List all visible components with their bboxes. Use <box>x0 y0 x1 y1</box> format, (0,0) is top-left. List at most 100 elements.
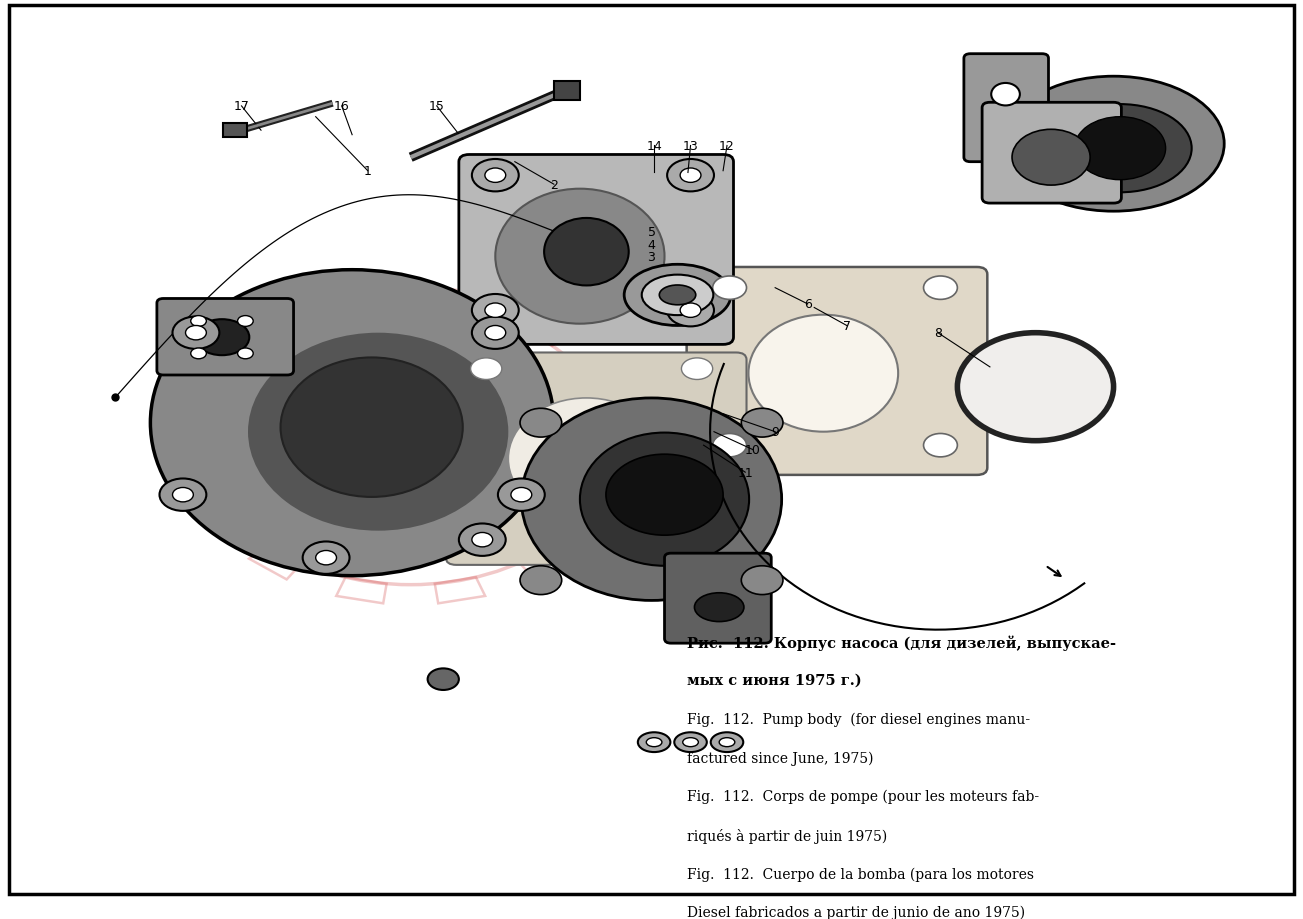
Text: 10: 10 <box>745 444 761 457</box>
FancyBboxPatch shape <box>665 553 771 643</box>
Circle shape <box>237 316 253 327</box>
FancyBboxPatch shape <box>982 103 1122 204</box>
Ellipse shape <box>992 84 1020 107</box>
FancyBboxPatch shape <box>446 353 747 565</box>
Ellipse shape <box>674 732 706 753</box>
Text: 9: 9 <box>771 425 779 438</box>
FancyBboxPatch shape <box>156 300 293 376</box>
Ellipse shape <box>659 286 696 305</box>
Text: 17: 17 <box>233 100 249 113</box>
Circle shape <box>470 525 502 547</box>
Circle shape <box>511 488 532 503</box>
FancyBboxPatch shape <box>687 267 988 475</box>
Circle shape <box>459 524 506 556</box>
Circle shape <box>427 669 459 690</box>
Circle shape <box>741 566 783 595</box>
Circle shape <box>1075 118 1166 180</box>
Ellipse shape <box>1049 105 1192 193</box>
Ellipse shape <box>1003 77 1225 212</box>
Text: 1: 1 <box>364 165 371 178</box>
Circle shape <box>472 533 493 548</box>
Ellipse shape <box>580 433 749 566</box>
Circle shape <box>237 348 253 359</box>
Circle shape <box>190 316 206 327</box>
Circle shape <box>190 348 206 359</box>
Circle shape <box>713 434 747 458</box>
Circle shape <box>498 479 545 511</box>
Circle shape <box>520 566 562 595</box>
Ellipse shape <box>194 320 249 356</box>
Ellipse shape <box>508 399 665 520</box>
Circle shape <box>472 295 519 327</box>
Text: 7: 7 <box>843 320 851 333</box>
Ellipse shape <box>1012 130 1091 186</box>
Text: Fig.  112.  Cuerpo de la bomba (para los motores: Fig. 112. Cuerpo de la bomba (para los m… <box>687 867 1033 880</box>
Text: 11: 11 <box>737 466 753 479</box>
Circle shape <box>680 303 701 318</box>
Ellipse shape <box>150 270 554 576</box>
FancyBboxPatch shape <box>459 155 734 345</box>
Circle shape <box>606 455 723 536</box>
Ellipse shape <box>280 358 463 497</box>
Text: Diesel fabricados a partir de junio de ano 1975): Diesel fabricados a partir de junio de a… <box>687 905 1024 919</box>
Circle shape <box>315 550 336 565</box>
Ellipse shape <box>521 399 782 601</box>
Circle shape <box>172 488 193 503</box>
Circle shape <box>485 169 506 183</box>
FancyBboxPatch shape <box>554 82 580 101</box>
Text: factured since June, 1975): factured since June, 1975) <box>687 751 873 765</box>
Text: 13: 13 <box>683 140 698 153</box>
Text: 2: 2 <box>550 178 558 191</box>
Text: 6: 6 <box>804 298 812 311</box>
Text: Fig.  112.  Corps de pompe (pour les moteurs fab-: Fig. 112. Corps de pompe (pour les moteu… <box>687 789 1038 803</box>
Ellipse shape <box>624 265 731 326</box>
Circle shape <box>741 409 783 437</box>
Ellipse shape <box>545 219 629 286</box>
Text: продажа: продажа <box>423 482 614 516</box>
Circle shape <box>680 169 701 183</box>
Text: 15: 15 <box>429 100 444 113</box>
Text: Рис.  112. Корпус насоса (для дизелей, выпускае-: Рис. 112. Корпус насоса (для дизелей, вы… <box>687 634 1115 650</box>
Circle shape <box>485 326 506 341</box>
Circle shape <box>185 326 206 341</box>
Ellipse shape <box>710 732 743 753</box>
Ellipse shape <box>248 334 508 531</box>
Text: мых с июня 1975 г.): мых с июня 1975 г.) <box>687 673 861 687</box>
Circle shape <box>924 277 958 301</box>
Circle shape <box>713 277 747 301</box>
Ellipse shape <box>719 738 735 747</box>
Ellipse shape <box>683 738 698 747</box>
Circle shape <box>159 479 206 511</box>
Circle shape <box>681 358 713 380</box>
Circle shape <box>958 334 1114 441</box>
Circle shape <box>472 160 519 192</box>
Circle shape <box>520 409 562 437</box>
Text: Fig.  112.  Pump body  (for diesel engines manu-: Fig. 112. Pump body (for diesel engines … <box>687 712 1029 726</box>
FancyBboxPatch shape <box>223 124 246 138</box>
Text: 7exno: 7exno <box>493 403 740 471</box>
Circle shape <box>302 542 349 574</box>
Circle shape <box>485 303 506 318</box>
Text: 14: 14 <box>646 140 662 153</box>
FancyBboxPatch shape <box>964 54 1049 163</box>
Ellipse shape <box>646 738 662 747</box>
Circle shape <box>172 317 219 349</box>
Circle shape <box>667 160 714 192</box>
Ellipse shape <box>495 189 665 324</box>
Ellipse shape <box>694 593 744 622</box>
Ellipse shape <box>748 315 898 432</box>
Text: 8: 8 <box>934 327 942 340</box>
Text: 16: 16 <box>334 100 349 113</box>
Text: 3: 3 <box>648 250 655 264</box>
Circle shape <box>470 358 502 380</box>
Circle shape <box>667 295 714 327</box>
Text: 4: 4 <box>648 239 655 252</box>
Circle shape <box>924 434 958 458</box>
Ellipse shape <box>642 276 713 316</box>
Circle shape <box>472 317 519 349</box>
Circle shape <box>681 525 713 547</box>
Text: 12: 12 <box>719 140 735 153</box>
Text: riqués à partir de juin 1975): riqués à partir de juin 1975) <box>687 828 887 843</box>
Text: 5: 5 <box>648 226 655 239</box>
Ellipse shape <box>638 732 670 753</box>
